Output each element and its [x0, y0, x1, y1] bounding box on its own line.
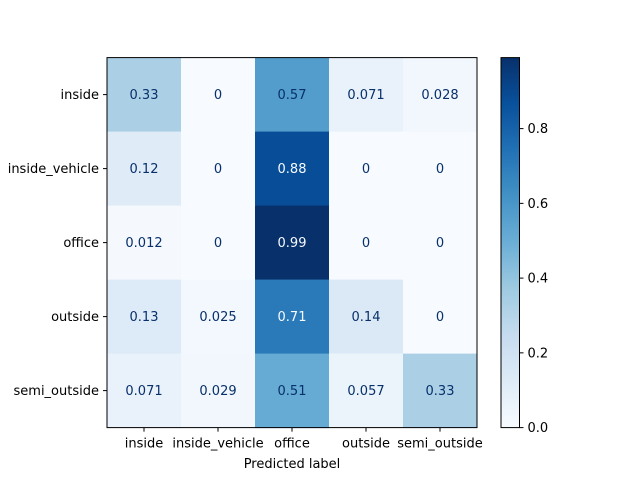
- cell-value-label: 0: [436, 162, 444, 177]
- colorbar-tick-label: 0.6: [528, 197, 549, 212]
- heatmap-cells: [107, 57, 478, 429]
- heatmap-cell: [181, 353, 256, 429]
- y-tick-label: inside: [61, 88, 100, 103]
- cell-value-label: 0.14: [352, 310, 381, 325]
- heatmap-cell-labels: 0.33 0 0.57 0.071 0.028 0.12 0 0.88 0 0 0.012 0 0.99…: [125, 88, 458, 399]
- heatmap-cell: [403, 57, 478, 133]
- cell-value-label: 0.71: [278, 310, 307, 325]
- cell-value-label: 0.33: [130, 88, 159, 103]
- colorbar-tick-label: 0.2: [528, 346, 549, 361]
- cell-value-label: 0.028: [421, 88, 458, 103]
- y-tick-label: outside: [51, 310, 99, 325]
- cell-value-label: 0: [214, 236, 222, 251]
- cell-value-label: 0.071: [125, 384, 162, 399]
- heatmap-cell: [403, 353, 478, 429]
- heatmap-cell: [255, 353, 330, 429]
- x-tick-label: inside: [125, 437, 164, 452]
- heatmap-cell: [403, 279, 478, 355]
- cell-value-label: 0: [362, 236, 370, 251]
- cell-value-label: 0: [436, 236, 444, 251]
- cell-value-label: 0: [214, 162, 222, 177]
- heatmap-cell: [107, 205, 182, 281]
- cell-value-label: 0.99: [278, 236, 307, 251]
- heatmap-cell: [329, 353, 404, 429]
- y-tick-label: semi_outside: [14, 384, 99, 399]
- heatmap-cell: [181, 131, 256, 207]
- colorbar-tick-label: 0.4: [528, 272, 549, 287]
- heatmap-cell: [181, 279, 256, 355]
- cell-value-label: 0.012: [125, 236, 162, 251]
- x-tick-label: inside_vehicle: [172, 437, 263, 452]
- heatmap-cell: [107, 131, 182, 207]
- heatmap-cell: [181, 57, 256, 133]
- cell-value-label: 0: [436, 310, 444, 325]
- heatmap-cell: [329, 279, 404, 355]
- heatmap-cell: [329, 57, 404, 133]
- heatmap-cell: [403, 205, 478, 281]
- heatmap-cell: [107, 57, 182, 133]
- heatmap-cell: [107, 279, 182, 355]
- cell-value-label: 0.57: [278, 88, 307, 103]
- heatmap-cell: [255, 57, 330, 133]
- x-axis-label: Predicted label: [244, 457, 341, 472]
- colorbar: [500, 57, 520, 429]
- cell-value-label: 0.51: [278, 384, 307, 399]
- heatmap-cell: [403, 131, 478, 207]
- heatmap-cell: [107, 353, 182, 429]
- cell-value-label: 0.057: [347, 384, 384, 399]
- cell-value-label: 0.071: [347, 88, 384, 103]
- cell-value-label: 0: [362, 162, 370, 177]
- heatmap-cell: [329, 131, 404, 207]
- y-tick-label: office: [63, 236, 99, 251]
- x-tick-label: semi_outside: [397, 437, 482, 452]
- heatmap-cell: [255, 279, 330, 355]
- x-tick-label: office: [274, 437, 310, 452]
- heatmap-cell: [255, 131, 330, 207]
- heatmap-cell: [255, 205, 330, 281]
- cell-value-label: 0.33: [426, 384, 455, 399]
- cell-value-label: 0.88: [278, 162, 307, 177]
- colorbar-tick-label: 0.8: [528, 122, 549, 137]
- x-tick-label: outside: [342, 437, 390, 452]
- heatmap-cell: [181, 205, 256, 281]
- x-axis-ticks: inside inside_vehicle office outside semi_ou…: [125, 427, 483, 452]
- cell-value-label: 0.029: [199, 384, 236, 399]
- cell-value-label: 0.13: [130, 310, 159, 325]
- colorbar-tick-label: 0.0: [528, 421, 549, 436]
- cell-value-label: 0.025: [199, 310, 236, 325]
- cell-value-label: 0: [214, 88, 222, 103]
- y-tick-label: inside_vehicle: [8, 162, 99, 177]
- heatmap-cell: [329, 205, 404, 281]
- cell-value-label: 0.12: [130, 162, 159, 177]
- colorbar-ticks: 0.0 0.2 0.4 0.6 0.8: [519, 122, 549, 436]
